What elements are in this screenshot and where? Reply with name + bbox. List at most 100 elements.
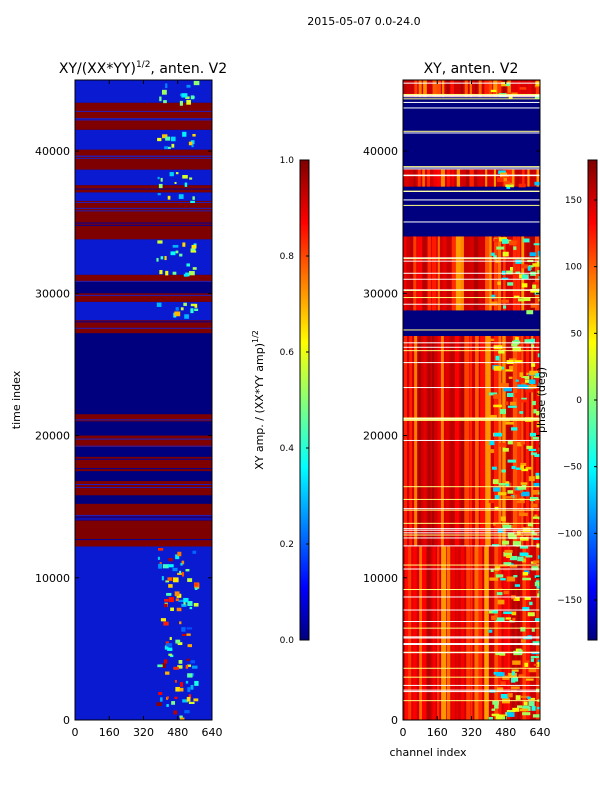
left-heatmap-axes: 0 160 320 480 640 0 10000 20000 30000 40000 [35, 80, 223, 739]
heatmap-cell [174, 679, 177, 683]
phase-cell [522, 606, 530, 611]
heatmap-cell [182, 242, 186, 247]
phase-cell [535, 500, 540, 504]
phase-cell [520, 639, 526, 643]
low-value-band [75, 80, 212, 103]
phase-cell [514, 393, 519, 398]
phase-line [403, 350, 540, 352]
heatmap-cell [157, 240, 163, 244]
phase-cell [489, 301, 498, 306]
phase-cell [503, 387, 512, 392]
phase-cell [532, 400, 536, 406]
phase-cell [507, 693, 513, 698]
phase-cell [495, 574, 504, 578]
phase-streak [516, 169, 520, 187]
phase-cell [529, 432, 537, 437]
phase-cell [506, 392, 514, 398]
phase-cell [490, 252, 495, 256]
phase-cell [518, 183, 526, 188]
phase-line [403, 260, 540, 262]
phase-streak [437, 169, 441, 187]
phase-streak [480, 336, 485, 547]
phase-streak [427, 336, 431, 547]
heatmap-cell [192, 550, 197, 554]
phase-cell [493, 394, 501, 399]
phase-cell [521, 468, 529, 472]
phase-cell [500, 693, 509, 699]
phase-cell [531, 363, 536, 367]
x-tick-label: 0 [72, 726, 79, 739]
phase-streak [421, 546, 427, 720]
phase-line [403, 568, 540, 570]
phase-cell [521, 274, 529, 280]
phase-cell [493, 487, 501, 492]
heatmap-cell [179, 717, 185, 720]
phase-cell [536, 572, 540, 575]
phase-cell [519, 411, 524, 414]
heatmap-cell [187, 601, 193, 607]
phase-cell [492, 479, 499, 485]
phase-line [403, 387, 540, 389]
phase-cell [502, 447, 509, 452]
phase-streak [418, 336, 421, 547]
phase-line [403, 132, 540, 134]
heatmap-cell [174, 181, 177, 184]
phase-streak [405, 546, 410, 720]
phase-cell [535, 580, 540, 583]
phase-line [403, 508, 540, 510]
heatmap-cell [166, 592, 172, 596]
phase-cell [502, 717, 507, 720]
phase-cell [533, 375, 540, 379]
phase-cell [488, 716, 493, 720]
heatmap-cell [172, 271, 177, 275]
phase-streak [470, 546, 473, 720]
phase-cell [515, 488, 523, 493]
heatmap-cell [165, 270, 169, 276]
heatmap-stripe [75, 321, 212, 323]
heatmap-cell [159, 270, 163, 275]
phase-cell [525, 466, 532, 470]
phase-line [403, 297, 540, 299]
phase-streak [493, 169, 496, 187]
heatmap-stripe [75, 110, 212, 112]
phase-streak [522, 546, 527, 720]
heatmap-cell [164, 146, 168, 150]
high-value-band [75, 414, 212, 422]
phase-streak [440, 169, 445, 187]
phase-streak [409, 336, 413, 547]
y-tick-label: 20000 [35, 430, 70, 443]
colorbar-tick-label: 0 [576, 396, 582, 406]
phase-cell [503, 590, 510, 595]
heatmap-cell [179, 682, 184, 687]
phase-line [403, 700, 540, 702]
phase-cell [528, 448, 537, 451]
phase-streak [460, 169, 463, 187]
phase-cell [532, 714, 540, 718]
phase-streak [488, 80, 493, 98]
heatmap-cell [160, 618, 166, 622]
phase-cell [517, 705, 523, 708]
phase-line [403, 174, 540, 176]
phase-streak [494, 336, 498, 547]
heatmap-cell [183, 597, 189, 603]
phase-cell [527, 522, 534, 527]
heatmap-cell [170, 654, 174, 658]
heatmap-cell [188, 701, 195, 704]
phase-streak [517, 546, 520, 720]
phase-cell [519, 552, 529, 556]
phase-line [403, 362, 540, 364]
heatmap-cell [189, 177, 193, 180]
heatmap-cell [185, 680, 189, 684]
heatmap-stripe [75, 438, 212, 440]
phase-streak [460, 80, 464, 98]
phase-cell [520, 439, 526, 445]
phase-cell [534, 582, 540, 587]
phase-streak [423, 336, 427, 547]
heatmap-cell [168, 597, 174, 603]
phase-streak [460, 546, 465, 720]
phase-streak [446, 169, 451, 187]
heatmap-cell [163, 621, 169, 626]
phase-line [403, 689, 540, 691]
heatmap-cell [171, 143, 175, 148]
heatmap-cell [178, 660, 183, 664]
